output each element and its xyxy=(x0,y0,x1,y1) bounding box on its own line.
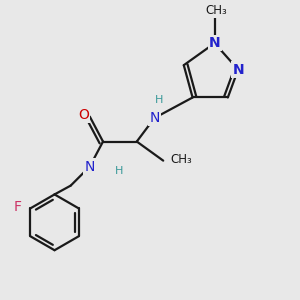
Text: N: N xyxy=(209,36,220,50)
Text: N: N xyxy=(85,160,95,173)
Text: O: O xyxy=(78,108,89,122)
Text: N: N xyxy=(149,111,160,125)
Text: CH₃: CH₃ xyxy=(171,153,192,166)
Text: H: H xyxy=(154,95,163,105)
Text: F: F xyxy=(13,200,21,214)
Text: CH₃: CH₃ xyxy=(205,4,227,17)
Text: N: N xyxy=(232,63,244,76)
Text: H: H xyxy=(115,166,123,176)
